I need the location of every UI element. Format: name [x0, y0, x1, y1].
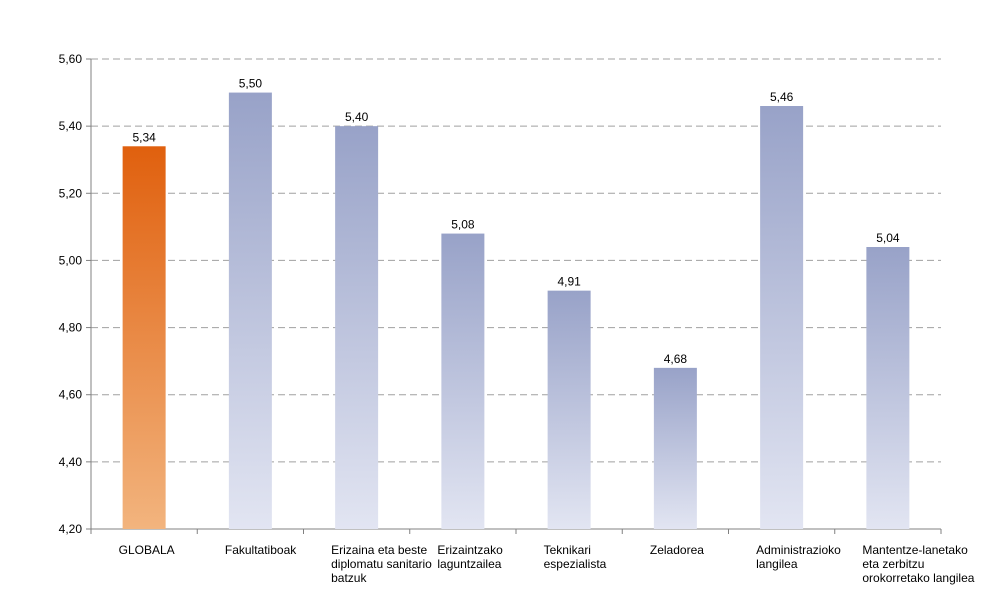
data-label: 5,40	[345, 110, 369, 124]
bar	[228, 92, 272, 530]
bar	[653, 367, 697, 529]
data-label: 5,34	[132, 130, 156, 144]
data-label: 5,46	[770, 90, 794, 104]
x-tick-label: GLOBALA	[119, 543, 175, 557]
y-tick-label: 4,80	[59, 321, 83, 335]
x-tick-label: Erizaina eta beste diplomatu sanitario bat…	[331, 543, 432, 585]
axes	[86, 58, 942, 534]
bar	[760, 106, 804, 529]
y-tick-label: 5,60	[59, 52, 83, 66]
bar	[866, 247, 910, 529]
y-tick-label: 5,00	[59, 253, 83, 267]
x-tick-label: Fakultatiboak	[225, 543, 297, 557]
bar	[335, 126, 379, 530]
data-label: 4,68	[664, 352, 688, 366]
x-tick-label: Administrazioko langilea	[756, 543, 841, 571]
data-label: 5,08	[451, 218, 475, 232]
y-tick-label: 4,20	[59, 522, 83, 536]
x-tick-label: Erizaintzako laguntzailea	[437, 543, 503, 571]
y-tick-label: 4,60	[59, 388, 83, 402]
y-tick-label: 5,20	[59, 186, 83, 200]
data-label: 5,50	[239, 77, 263, 91]
bar	[547, 290, 591, 529]
data-label: 5,04	[876, 231, 900, 245]
data-label: 4,91	[557, 275, 581, 289]
x-tick-label: Mantentze-lanetako eta zerbitzu orokorreta…	[862, 543, 974, 585]
y-tick-label: 4,40	[59, 455, 83, 469]
bars	[122, 92, 910, 530]
gridlines	[91, 58, 941, 463]
bar	[441, 233, 485, 530]
x-tick-label: Teknikari espezialista	[544, 543, 607, 571]
x-tick-label: Zeladorea	[650, 543, 704, 557]
bar-highlight	[122, 146, 166, 530]
y-tick-label: 5,40	[59, 119, 83, 133]
labels: 4,20 4,40 4,60 4,80 5,00 5,20 5,40 5,60 5,34 GLOB…	[59, 52, 975, 585]
